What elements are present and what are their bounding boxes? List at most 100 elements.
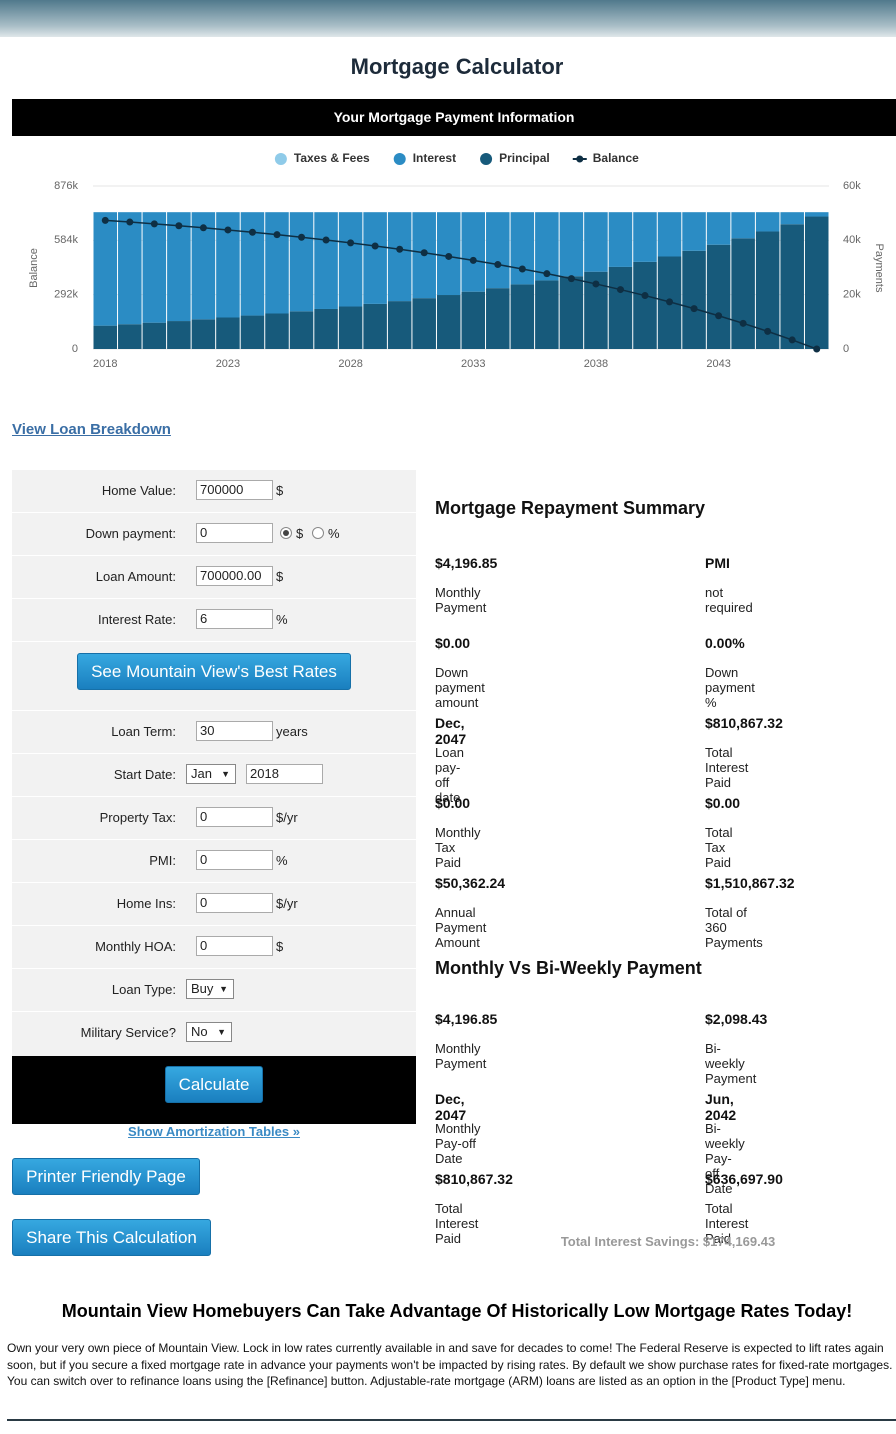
summary-label: Total Interest Paid [705, 1201, 749, 1246]
field-label: Interest Rate: [97, 612, 176, 627]
calculate-button[interactable]: Calculate [165, 1066, 263, 1103]
field-label: Monthly HOA: [95, 939, 176, 954]
summary-label: Total Tax Paid [705, 825, 733, 870]
balance-point [396, 245, 404, 253]
footer-heading: Mountain View Homebuyers Can Take Advant… [61, 1301, 853, 1321]
balance-point [788, 336, 796, 344]
balance-point [150, 220, 158, 228]
top-bar [0, 0, 896, 37]
bar-segment [486, 288, 510, 349]
text-input[interactable]: 700000 [196, 480, 273, 500]
text-input[interactable]: 6 [196, 609, 273, 629]
loan-breakdown-link[interactable]: View Loan Breakdown [12, 421, 171, 438]
text-input[interactable]: 700000.00 [196, 566, 273, 586]
balance-point [616, 286, 624, 294]
text-input[interactable]: 2018 [246, 764, 323, 784]
unit: $/yr [276, 896, 298, 911]
y-tick-label: 292k [54, 289, 78, 301]
text-input[interactable]: 0 [196, 850, 273, 870]
legend-label: Taxes & Fees [294, 151, 370, 165]
bar-segment [142, 212, 167, 323]
legend-label: Principal [499, 151, 550, 165]
form-row: Start Date: Jan 2018 [12, 754, 416, 797]
form-row: Military Service? No [12, 1012, 416, 1054]
form-row: Home Value: 700000 $ [12, 470, 416, 513]
summary-label: Monthly Pay-off Date [435, 1121, 481, 1166]
balance-point [567, 275, 575, 283]
calculate-block: Calculate [12, 1056, 416, 1124]
summary-label: Bi-weekly Pay-off Date [705, 1121, 745, 1196]
form-row: Home Ins: 0 $/yr [12, 883, 416, 926]
bar-segment [167, 212, 191, 322]
radio[interactable] [312, 527, 324, 539]
balance-point [469, 256, 477, 264]
balance-point [690, 305, 698, 313]
bar-segment [584, 271, 608, 349]
bar-segment [93, 212, 118, 326]
balance-point [224, 226, 232, 234]
balance-point [543, 270, 551, 278]
bar-segment [633, 212, 657, 262]
y2-tick-label: 60k [843, 180, 861, 192]
bar-segment [363, 212, 387, 304]
summary-label: Total Interest Paid [435, 1201, 479, 1246]
printer-button[interactable]: Printer Friendly Page [12, 1158, 200, 1195]
form-row: Loan Type: Buy [12, 969, 416, 1012]
bar-segment [706, 244, 731, 349]
rates-button[interactable]: See Mountain View's Best Rates [77, 653, 351, 690]
y2-tick-label: 0 [843, 343, 849, 355]
summary-value: $0.00 [705, 795, 741, 811]
biweekly-title: Monthly Vs Bi-Weekly Payment [435, 958, 702, 978]
select[interactable]: No [186, 1022, 232, 1042]
bar-segment [780, 224, 804, 349]
summary-value: $2,098.43 [705, 1011, 768, 1027]
bar-segment [584, 212, 608, 272]
summary-value: $4,196.85 [435, 555, 498, 571]
select[interactable]: Jan [186, 764, 236, 784]
legend: Taxes & Fees Interest Principal Balance [274, 151, 639, 165]
text-input[interactable]: 0 [196, 523, 273, 543]
bar-segment [657, 212, 682, 257]
summary-value: $810,867.32 [435, 1171, 513, 1187]
summary-value: Dec, 2047 [435, 715, 467, 747]
x-tick-label: 2038 [584, 358, 608, 370]
amortization-link[interactable]: Show Amortization Tables » [128, 1124, 300, 1139]
bar-segment [633, 261, 657, 349]
bar-segment [682, 250, 706, 349]
bar-segment [240, 315, 265, 349]
balance-point [298, 233, 306, 241]
form-panel: Home Value: 700000 $ Down payment: 0 $ %… [12, 470, 416, 1056]
bar-segment [191, 319, 216, 349]
y-tick-label: 0 [72, 343, 78, 355]
text-input[interactable]: 0 [196, 807, 273, 827]
legend-marker [393, 153, 406, 165]
select[interactable]: Buy [186, 979, 234, 999]
bar-segment [314, 212, 338, 309]
text-input[interactable]: 0 [196, 936, 273, 956]
bar-segment [338, 306, 363, 349]
bar-segment [731, 238, 755, 349]
radio[interactable] [280, 527, 292, 539]
unit: % [276, 612, 288, 627]
share-button[interactable]: Share This Calculation [12, 1219, 211, 1256]
radio-label: $ [296, 526, 304, 541]
bar-segment [142, 322, 167, 349]
balance-point [764, 327, 772, 335]
text-input[interactable]: 30 [196, 721, 273, 741]
bar-segment [608, 212, 633, 267]
unit: $ [276, 483, 284, 498]
field-label: Home Ins: [116, 896, 176, 911]
balance-point [126, 218, 134, 226]
legend-marker [274, 153, 287, 165]
summary-value: $810,867.32 [705, 715, 783, 731]
bar-segment [535, 212, 559, 281]
text-input[interactable]: 0 [196, 893, 273, 913]
summary-value: $1,510,867.32 [705, 875, 795, 891]
summary-title: Mortgage Repayment Summary [435, 498, 706, 518]
bar-segment [559, 276, 584, 349]
unit: $/yr [276, 810, 298, 825]
summary-value: $0.00 [435, 795, 471, 811]
balance-point [420, 249, 428, 257]
summary-label: Monthly Tax Paid [435, 825, 481, 870]
